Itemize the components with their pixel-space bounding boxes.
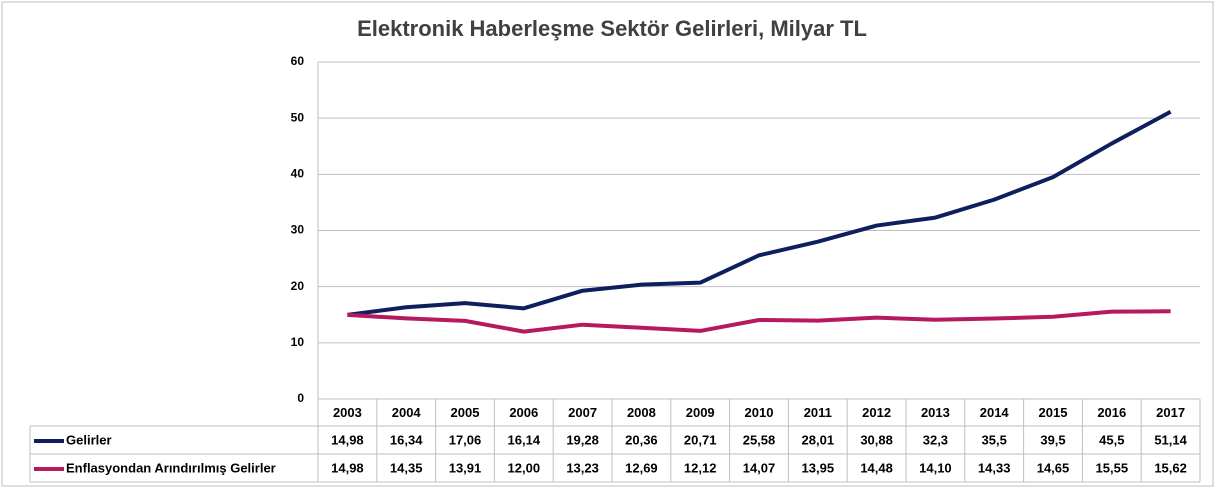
x-tick-label: 2005: [451, 405, 480, 420]
table-value: 12,00: [508, 460, 541, 475]
x-tick-label: 2014: [980, 405, 1010, 420]
table-value: 14,65: [1037, 460, 1070, 475]
table-value: 51,14: [1154, 432, 1187, 447]
table-value: 20,71: [684, 432, 717, 447]
y-tick-label: 40: [291, 167, 305, 181]
table-value: 14,35: [390, 460, 423, 475]
legend-label: Gelirler: [66, 432, 112, 447]
x-tick-label: 2004: [392, 405, 422, 420]
x-tick-label: 2015: [1039, 405, 1068, 420]
x-tick-label: 2003: [333, 405, 362, 420]
table-value: 14,07: [743, 460, 776, 475]
table-value: 16,34: [390, 432, 423, 447]
table-value: 32,3: [923, 432, 948, 447]
y-tick-label: 20: [291, 279, 305, 293]
table-value: 13,91: [449, 460, 482, 475]
y-tick-label: 60: [291, 54, 305, 68]
table-value: 28,01: [802, 432, 835, 447]
x-tick-label: 2006: [509, 405, 538, 420]
table-value: 35,5: [982, 432, 1007, 447]
table-value: 20,36: [625, 432, 658, 447]
table-value: 17,06: [449, 432, 482, 447]
line: [347, 110, 1172, 317]
table-value: 12,12: [684, 460, 717, 475]
table-value: 45,5: [1099, 432, 1124, 447]
table-value: 13,95: [802, 460, 835, 475]
line: [347, 309, 1171, 334]
y-tick-label: 30: [291, 223, 305, 237]
x-tick-label: 2009: [686, 405, 715, 420]
x-tick-label: 2017: [1156, 405, 1185, 420]
table-value: 14,33: [978, 460, 1011, 475]
table-value: 13,23: [566, 460, 599, 475]
x-tick-label: 2010: [745, 405, 774, 420]
x-tick-label: 2008: [627, 405, 656, 420]
x-tick-label: 2016: [1097, 405, 1126, 420]
table-value: 14,98: [331, 460, 364, 475]
y-tick-label: 50: [291, 110, 305, 124]
x-tick-label: 2011: [804, 405, 832, 420]
table-value: 39,5: [1040, 432, 1065, 447]
x-tick-label: 2007: [568, 405, 597, 420]
table-value: 30,88: [860, 432, 893, 447]
legend-label: Enflasyondan Arındırılmış Gelirler: [66, 460, 276, 475]
y-tick-label: 10: [291, 335, 305, 349]
table-value: 14,10: [919, 460, 952, 475]
chart-title: Elektronik Haberleşme Sektör Gelirleri, …: [357, 16, 867, 41]
x-tick-label: 2013: [921, 405, 950, 420]
table-value: 19,28: [566, 432, 599, 447]
table-value: 12,69: [625, 460, 658, 475]
table-value: 15,62: [1154, 460, 1187, 475]
table-value: 14,48: [860, 460, 893, 475]
x-tick-label: 2012: [862, 405, 891, 420]
table-value: 15,55: [1096, 460, 1129, 475]
table-value: 16,14: [508, 432, 541, 447]
table-value: 14,98: [331, 432, 364, 447]
y-tick-label: 0: [297, 391, 304, 405]
table-value: 25,58: [743, 432, 776, 447]
